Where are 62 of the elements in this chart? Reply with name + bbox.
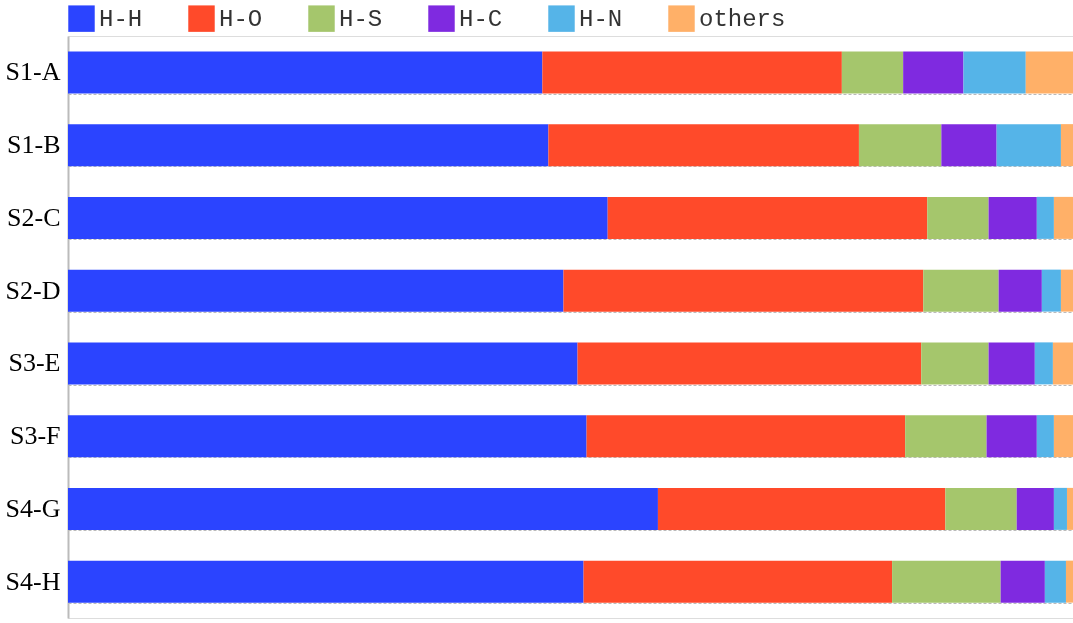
bar — [963, 51, 1026, 94]
y-tick-label: S3-E — [8, 348, 61, 378]
bar — [988, 342, 1035, 385]
bar — [607, 196, 928, 239]
bar — [68, 487, 658, 530]
bar — [986, 415, 1037, 458]
bar — [542, 51, 842, 94]
bar — [945, 487, 1017, 530]
bar — [1060, 269, 1073, 312]
legend-label: H-C — [459, 5, 503, 33]
bar — [563, 269, 924, 312]
bar — [1036, 196, 1054, 239]
y-tick-label: S2-D — [5, 275, 61, 305]
bar — [1000, 560, 1045, 603]
bar — [921, 342, 989, 385]
bar — [1053, 196, 1073, 239]
bar — [998, 269, 1042, 312]
bar — [68, 342, 578, 385]
bar — [1065, 560, 1073, 603]
bar — [996, 124, 1061, 167]
y-tick-label: S3-F — [9, 421, 61, 451]
bar — [68, 560, 584, 603]
bar — [1025, 51, 1073, 94]
bar — [548, 124, 859, 167]
y-tick-label: S4-G — [5, 493, 61, 523]
bar — [68, 269, 564, 312]
y-tick-label: S1-A — [5, 57, 61, 87]
bar — [941, 124, 997, 167]
bar — [841, 51, 904, 94]
bar — [1053, 487, 1067, 530]
bar — [923, 269, 999, 312]
legend-label: H-O — [219, 5, 263, 33]
bar — [892, 560, 1001, 603]
bar — [1036, 415, 1054, 458]
legend-label: H-H — [99, 5, 143, 33]
bar — [586, 415, 906, 458]
bar — [1060, 124, 1073, 167]
bar — [927, 196, 989, 239]
bar — [1044, 560, 1066, 603]
bar — [988, 196, 1037, 239]
bar — [1066, 487, 1073, 530]
bar — [68, 196, 608, 239]
bar — [577, 342, 922, 385]
bar — [905, 415, 987, 458]
bar — [1034, 342, 1053, 385]
bar — [1052, 342, 1073, 385]
bar — [1053, 415, 1073, 458]
bar — [68, 124, 549, 167]
bar — [68, 51, 543, 94]
bar — [657, 487, 946, 530]
bar — [583, 560, 893, 603]
bar — [858, 124, 942, 167]
y-tick-label: S2-C — [7, 202, 61, 232]
legend-label: H-S — [339, 5, 383, 33]
y-tick-label: S1-B — [7, 130, 61, 160]
legend-label: H-N — [579, 5, 623, 33]
bar — [1041, 269, 1061, 312]
bar — [68, 415, 587, 458]
bar — [1016, 487, 1054, 530]
bar — [903, 51, 964, 94]
y-tick-label: S4-H — [5, 566, 61, 596]
legend-label: others — [699, 5, 786, 33]
